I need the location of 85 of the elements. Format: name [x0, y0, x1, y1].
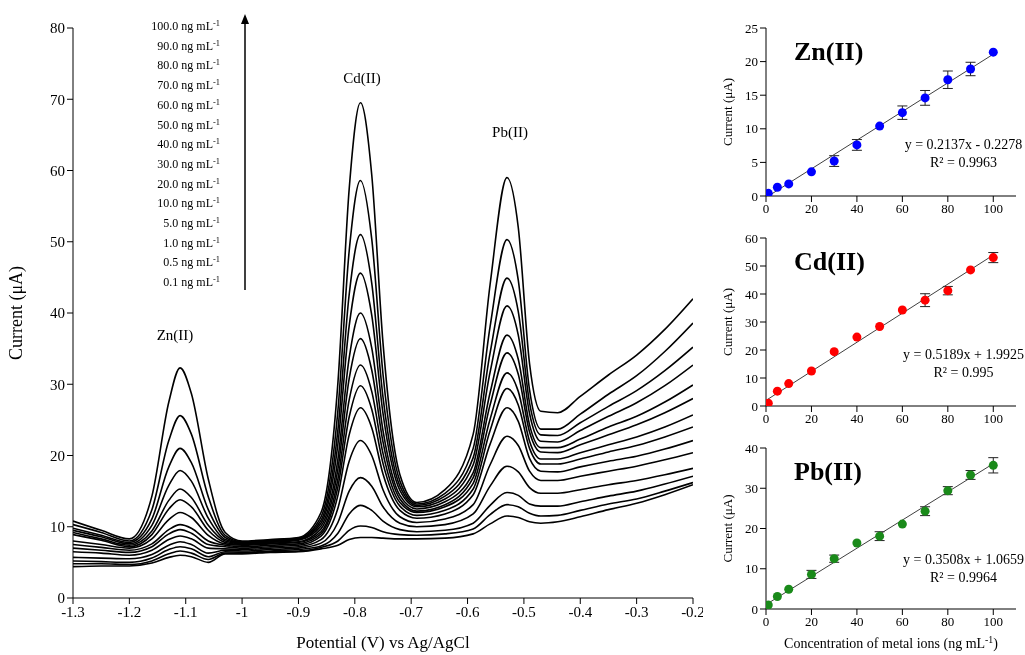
y-tick-label: 10	[745, 561, 758, 577]
x-tick-label: 100	[983, 614, 1004, 630]
x-axis-title: Potential (V) vs Ag/AgCl	[296, 633, 470, 652]
annotation: 0.5 ng mL$^{-1}$	[163, 254, 220, 270]
annotation: R² = 0.9963	[930, 154, 997, 170]
y-tick-label: 60	[745, 230, 758, 246]
annotation: 90.0 ng mL$^{-1}$	[157, 38, 220, 53]
chart-title: Cd(II)	[794, 247, 865, 276]
y-tick-label: 40	[745, 286, 758, 302]
y-axis-title: Current (μA)	[6, 265, 27, 361]
y-tick-label: 30	[745, 480, 758, 496]
y-tick-label: 30	[745, 314, 758, 330]
y-axis-title: Current (μA)	[720, 288, 735, 356]
y-tick-label: 20	[745, 521, 758, 537]
annotation: Zn(II)	[156, 327, 194, 344]
annotation: 70.0 ng mL$^{-1}$	[157, 77, 220, 93]
y-tick-label: 0	[751, 188, 758, 204]
x-tick-label: -0.5	[512, 603, 536, 620]
y-tick-label: 40	[745, 440, 758, 456]
annotation: 20.0 ng mL$^{-1}$	[157, 176, 220, 191]
y-tick-label: 25	[745, 20, 758, 36]
x-tick-label: 0	[762, 411, 770, 427]
annotation: 100.0 ng mL$^{-1}$	[151, 18, 220, 33]
x-tick-label: 60	[895, 201, 909, 217]
annotation: 0.1 ng mL$^{-1}$	[163, 274, 220, 290]
y-tick-label: 80	[50, 20, 65, 37]
annotation: 10.0 ng mL$^{-1}$	[157, 195, 220, 211]
x-tick-label: 60	[895, 411, 909, 427]
x-tick-label: -1	[235, 603, 249, 620]
x-tick-label: 60	[895, 614, 909, 630]
x-tick-label: -0.7	[399, 603, 424, 620]
x-tick-label: -1.1	[173, 603, 198, 620]
y-axis-title: Current (μA)	[720, 494, 735, 563]
y-tick-label: 50	[745, 258, 758, 274]
annotation: 5.0 ng mL$^{-1}$	[163, 215, 220, 230]
annotation: 40.0 ng mL$^{-1}$	[157, 136, 220, 152]
y-tick-label: 10	[745, 121, 758, 137]
x-tick-label: -1.2	[117, 603, 142, 620]
y-tick-label: 5	[751, 155, 758, 171]
y-tick-label: 50	[50, 234, 65, 251]
annotation: 60.0 ng mL$^{-1}$	[157, 97, 220, 112]
x-tick-label: 20	[804, 411, 818, 427]
y-tick-label: 20	[745, 54, 758, 70]
y-tick-label: 20	[50, 447, 65, 464]
y-tick-label: 60	[50, 162, 65, 179]
x-axis-title: Concentration of metal ions (ng mL$^{-1}$)	[784, 633, 999, 652]
annotation: 50.0 ng mL$^{-1}$	[157, 117, 220, 132]
y-tick-label: 10	[745, 370, 758, 386]
x-tick-label: 40	[850, 614, 864, 630]
x-tick-label: 80	[941, 411, 955, 427]
annotation: Pb(II)	[492, 124, 528, 141]
y-tick-label: 70	[50, 91, 65, 108]
chart-title: Zn(II)	[794, 37, 864, 66]
x-tick-label: 80	[941, 614, 955, 630]
y-tick-label: 10	[50, 519, 65, 536]
y-tick-label: 40	[50, 305, 65, 322]
y-tick-label: 15	[745, 87, 758, 103]
y-tick-label: 30	[50, 376, 65, 393]
chart-title: Pb(II)	[794, 457, 862, 486]
x-tick-label: 20	[804, 614, 818, 630]
annotation: Cd(II)	[343, 70, 381, 87]
x-tick-label: 20	[804, 201, 818, 217]
y-axis-title: Current (μA)	[720, 78, 735, 146]
x-tick-label: 0	[762, 614, 770, 630]
annotation: y = 0.2137x - 0.2278	[904, 136, 1023, 152]
annotation: y = 0.5189x + 1.9925	[903, 346, 1024, 362]
x-tick-label: 40	[850, 411, 864, 427]
annotation: y = 0.3508x + 1.0659	[903, 551, 1024, 567]
annotation: 80.0 ng mL$^{-1}$	[157, 57, 220, 73]
x-tick-label: 0	[762, 201, 770, 217]
x-tick-label: -0.4	[568, 603, 593, 620]
x-tick-label: 100	[983, 411, 1004, 427]
x-tick-label: 80	[941, 201, 955, 217]
annotation: 1.0 ng mL$^{-1}$	[163, 235, 220, 250]
x-tick-label: -0.6	[455, 603, 480, 620]
x-tick-label: -0.9	[286, 603, 311, 620]
annotation: R² = 0.9964	[930, 569, 997, 585]
x-tick-label: -0.8	[342, 603, 367, 620]
y-tick-label: 20	[745, 342, 758, 358]
annotation: 30.0 ng mL$^{-1}$	[157, 156, 220, 171]
y-tick-label: 0	[751, 398, 758, 414]
annotation: R² = 0.995	[933, 364, 994, 380]
x-tick-label: 100	[983, 201, 1004, 217]
x-tick-label: -0.3	[624, 603, 649, 620]
x-tick-label: 40	[850, 201, 864, 217]
